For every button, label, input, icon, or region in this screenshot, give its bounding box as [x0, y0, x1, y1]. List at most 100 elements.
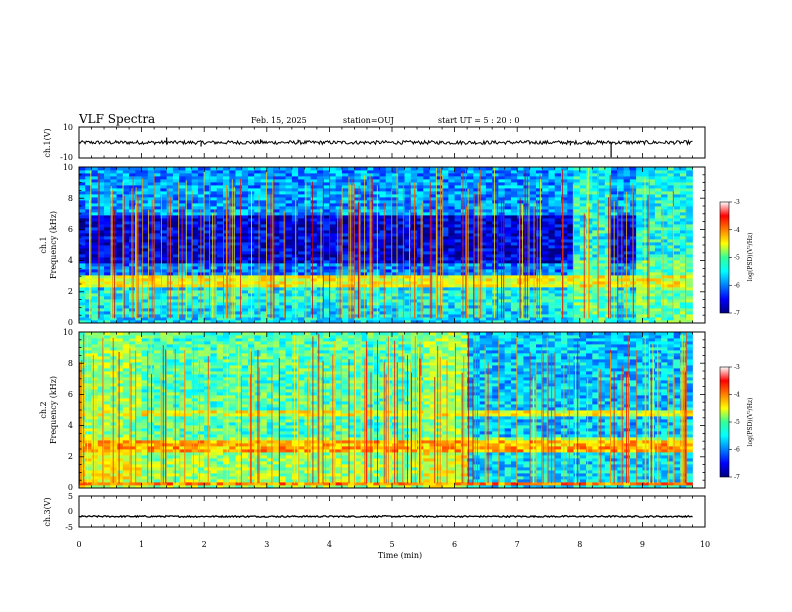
spectrogram-cell: [667, 275, 675, 279]
spectrogram-cell: [85, 188, 92, 192]
spectrogram-cell: [122, 317, 130, 321]
spectrogram-cell: [341, 185, 349, 189]
spectrogram-cell: [392, 206, 399, 210]
spectrogram-cell: [116, 245, 124, 249]
spectrogram-cell: [291, 275, 299, 279]
spectrogram-cell: [360, 272, 368, 276]
spectrogram-cell: [667, 281, 675, 285]
spectrogram-cell: [116, 293, 124, 297]
spectrogram-cell: [392, 272, 399, 276]
spectrogram-cell: [535, 308, 543, 312]
spectrogram-cell: [598, 173, 606, 177]
spectrogram-cell: [460, 266, 468, 270]
spectrogram-cell: [323, 311, 330, 315]
spectrogram-cell: [667, 248, 675, 252]
spectrogram-cell: [204, 257, 211, 261]
spectrogram-cell: [579, 188, 587, 192]
spectrogram-cell: [667, 191, 675, 195]
spectrogram-cell: [535, 260, 543, 264]
spectrogram-cell: [147, 233, 155, 237]
spectrogram-cell: [273, 167, 280, 171]
spectrogram-cell: [235, 308, 243, 312]
spectrogram-cell: [467, 197, 474, 201]
spectrogram-cell: [523, 224, 531, 228]
spectrogram-cell: [661, 179, 668, 183]
spectrogram-cell: [110, 287, 117, 291]
spectrogram-cell: [504, 314, 512, 318]
spectrogram-cell: [579, 254, 587, 258]
spectrogram-cell: [273, 239, 280, 243]
spectrogram-cell: [485, 269, 493, 273]
spectrogram-cell: [304, 212, 312, 216]
spectrogram-cell: [110, 167, 117, 171]
spectrogram-cell: [91, 227, 99, 231]
spectrogram-cell: [185, 293, 193, 297]
spectrogram-cell: [185, 218, 193, 222]
spectrogram-cell: [392, 212, 399, 216]
spectrogram-cell: [479, 260, 487, 264]
spectrogram-cell: [316, 308, 324, 312]
spectrogram-cell: [154, 221, 161, 225]
spectrogram-cell: [204, 308, 211, 312]
spectrogram-cell: [667, 254, 675, 258]
spectrogram-cell: [241, 293, 249, 297]
spectrogram-cell: [91, 266, 99, 270]
spectrogram-cell: [91, 239, 99, 243]
spectrogram-cell: [185, 287, 193, 291]
spectrogram-cell: [398, 215, 405, 219]
spectrogram-cell: [154, 239, 161, 243]
spectrogram-cell: [398, 212, 405, 216]
spectrogram-cell: [442, 197, 449, 201]
spectrogram-cell: [492, 299, 499, 303]
spectrogram-cell: [517, 185, 524, 189]
spectrogram-cell: [241, 230, 249, 234]
spectrogram-cell: [485, 170, 493, 174]
spectrogram-cell: [310, 245, 318, 249]
spectrogram-cell: [510, 167, 518, 171]
spectrogram-cell: [423, 188, 430, 192]
spectrogram-cell: [398, 275, 405, 279]
spectrogram-cell: [567, 221, 574, 225]
spectrogram-cell: [579, 320, 587, 324]
spectrogram-cell: [273, 284, 280, 288]
spectrogram-cell: [154, 200, 161, 204]
spectrogram-cell: [91, 191, 99, 195]
spectrogram-cell: [485, 254, 493, 258]
spectrogram-cell: [542, 308, 549, 312]
spectrogram-cell: [423, 278, 430, 282]
spectrogram-cell: [104, 179, 111, 183]
spectrogram-cell: [166, 191, 174, 195]
spectrogram-cell: [523, 305, 531, 309]
spectrogram-cell: [492, 188, 499, 192]
spectrogram-cell: [335, 224, 343, 228]
spectrogram-cell: [435, 182, 443, 186]
spectrogram-cell: [379, 251, 387, 255]
spectrogram-cell: [85, 269, 92, 273]
spectrogram-cell: [592, 239, 599, 243]
spectrogram-cell: [298, 239, 305, 243]
spectrogram-cell: [266, 200, 274, 204]
spectrogram-cell: [379, 308, 387, 312]
spectrogram-cell: [573, 293, 581, 297]
spectrogram-cell: [172, 266, 180, 270]
spectrogram-cell: [191, 269, 199, 273]
spectrogram-cell: [116, 317, 124, 321]
spectrogram-cell: [241, 200, 249, 204]
spectrogram-cell: [498, 179, 506, 183]
spectrogram-cell: [254, 230, 261, 234]
spectrogram-cell: [335, 314, 343, 318]
spectrogram-cell: [454, 203, 462, 207]
spectrogram-cell: [523, 206, 531, 210]
spectrogram-cell: [222, 182, 230, 186]
spectrogram-cell: [648, 245, 656, 249]
spectrogram-cell: [185, 221, 193, 225]
spectrogram-cell: [442, 227, 449, 231]
spectrogram-cell: [592, 311, 599, 315]
spectrogram-cell: [329, 197, 337, 201]
spectrogram-cell: [385, 176, 393, 180]
spectrogram-cell: [166, 284, 174, 288]
spectrogram-cell: [586, 182, 593, 186]
spectrogram-cell: [91, 302, 99, 306]
spectrogram-cell: [654, 191, 662, 195]
spectrogram-cell: [254, 170, 261, 174]
